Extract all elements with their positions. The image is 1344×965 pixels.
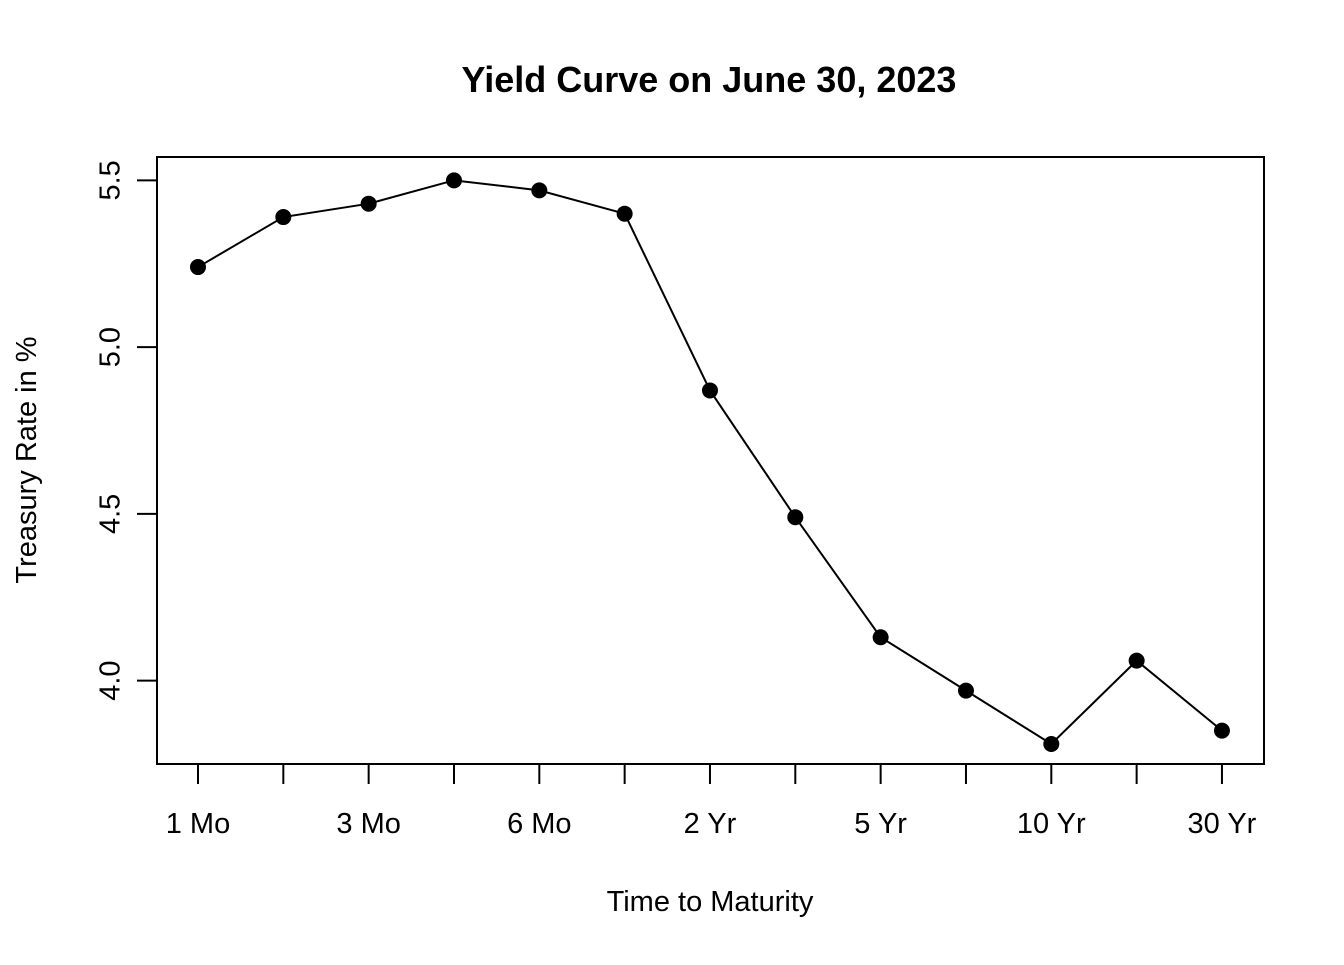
y-axis-ticks: 4.0 4.5 5.0 5.5: [95, 160, 158, 701]
x-tick-label: 5 Yr: [854, 808, 907, 840]
x-tick-label: 10 Yr: [1017, 808, 1086, 840]
data-point: [1213, 722, 1230, 739]
data-point: [445, 172, 462, 189]
x-axis-label: Time to Maturity: [607, 886, 814, 918]
data-point: [872, 629, 889, 646]
x-tick-label: 1 Mo: [166, 808, 230, 840]
series-line: [197, 179, 1223, 746]
y-tick-label: 5.5: [95, 160, 127, 200]
x-tick-label: 3 Mo: [336, 808, 400, 840]
data-point: [190, 259, 206, 276]
data-point: [616, 205, 633, 222]
y-tick-label: 4.5: [95, 494, 127, 534]
data-point: [1128, 652, 1145, 669]
data-point: [957, 682, 974, 699]
x-axis-ticks: 1 Mo 3 Mo 6 Mo 2 Yr 5 Yr 10 Yr 30 Yr: [166, 763, 1257, 840]
data-point: [701, 382, 718, 399]
data-point: [360, 195, 377, 212]
y-tick-label: 4.0: [95, 660, 127, 700]
series-layer: [190, 172, 1230, 752]
x-tick-label: 30 Yr: [1188, 808, 1257, 840]
x-tick-label: 2 Yr: [684, 808, 737, 840]
data-point: [1043, 735, 1060, 752]
x-tick-label: 6 Mo: [507, 808, 571, 840]
data-point: [531, 182, 548, 199]
y-tick-label: 5.0: [95, 327, 127, 367]
y-axis-label: Treasury Rate in %: [11, 336, 43, 583]
data-point: [787, 509, 804, 526]
data-point: [275, 209, 292, 226]
plot-frame: [156, 156, 1265, 765]
chart-title: Yield Curve on June 30, 2023: [462, 59, 957, 100]
